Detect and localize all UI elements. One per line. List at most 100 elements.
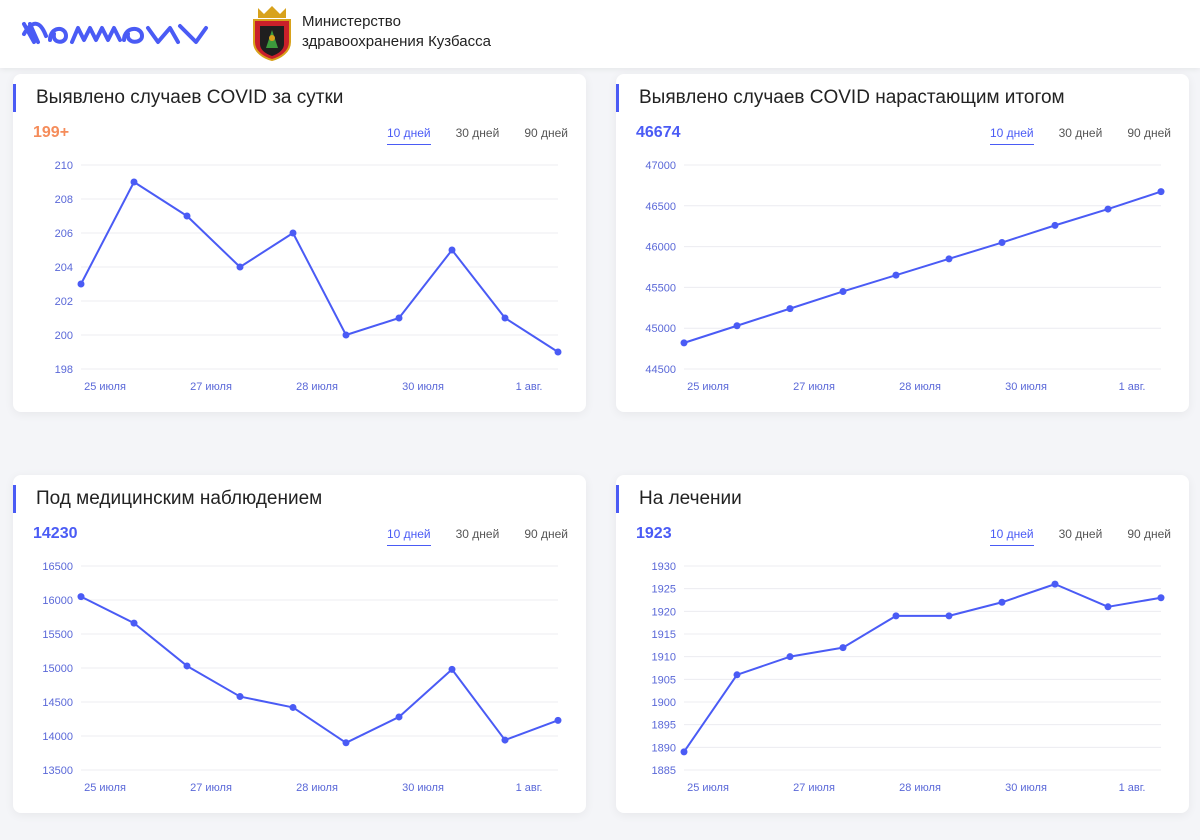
y-tick-label: 1890: [652, 742, 676, 754]
data-point[interactable]: [448, 246, 456, 254]
y-tick-label: 210: [55, 160, 73, 172]
series-line: [80, 595, 559, 744]
y-tick-label: 208: [55, 194, 73, 206]
card-title: Выявлено случаев COVID за сутки: [13, 84, 343, 112]
kuzbass-coat-of-arms-icon: [253, 6, 291, 62]
card-title: На лечении: [616, 485, 742, 513]
ministry-name: Министерство здравоохранения Кузбасса: [302, 12, 491, 52]
data-point[interactable]: [733, 322, 741, 330]
data-point[interactable]: [733, 671, 741, 679]
x-tick-label: 28 июля: [899, 782, 941, 794]
card-title: Под медицинским наблюдением: [13, 485, 322, 513]
ministry-name-line2: здравоохранения Кузбасса: [302, 33, 491, 50]
tab-30-days[interactable]: 30 дней: [1058, 527, 1103, 541]
data-point[interactable]: [342, 331, 350, 339]
data-point[interactable]: [342, 739, 350, 747]
tab-10-days[interactable]: 10 дней: [989, 527, 1034, 546]
data-point[interactable]: [1157, 594, 1165, 602]
data-point[interactable]: [77, 593, 85, 601]
data-point[interactable]: [892, 612, 900, 620]
data-point[interactable]: [998, 239, 1006, 247]
card-value: 199+: [33, 124, 70, 141]
x-tick-label: 1 авг.: [1119, 381, 1146, 393]
data-point[interactable]: [945, 612, 953, 620]
tab-90-days[interactable]: 90 дней: [524, 527, 568, 541]
x-tick-label: 28 июля: [899, 381, 941, 393]
data-point[interactable]: [554, 348, 562, 356]
data-point[interactable]: [892, 271, 900, 279]
x-tick-label: 28 июля: [296, 381, 338, 393]
data-point[interactable]: [680, 748, 688, 756]
series-line: [683, 190, 1162, 344]
tab-10-days[interactable]: 10 дней: [386, 126, 431, 145]
data-point[interactable]: [786, 653, 794, 661]
data-point[interactable]: [1157, 188, 1165, 196]
data-point[interactable]: [998, 598, 1006, 606]
y-tick-label: 15000: [42, 663, 73, 675]
data-point[interactable]: [839, 287, 847, 295]
period-tabs: 10 дней 30 дней 90 дней: [362, 126, 568, 145]
tab-90-days[interactable]: 90 дней: [524, 126, 568, 140]
y-tick-label: 206: [55, 228, 73, 240]
x-tick-label: 27 июля: [190, 381, 232, 393]
data-point[interactable]: [395, 314, 403, 322]
data-point[interactable]: [839, 644, 847, 652]
data-point[interactable]: [1051, 580, 1059, 588]
data-point[interactable]: [448, 665, 456, 673]
data-point[interactable]: [786, 305, 794, 313]
x-tick-label: 25 июля: [84, 782, 126, 794]
data-point[interactable]: [501, 314, 509, 322]
data-point[interactable]: [395, 713, 403, 721]
tab-10-days[interactable]: 10 дней: [386, 527, 431, 546]
tab-10-days[interactable]: 10 дней: [989, 126, 1034, 145]
y-tick-label: 14500: [42, 697, 73, 709]
y-tick-label: 1915: [652, 629, 676, 641]
tab-30-days[interactable]: 30 дней: [1058, 126, 1103, 140]
card-cumulative-cases: Выявлено случаев COVID нарастающим итого…: [616, 74, 1189, 412]
y-tick-label: 16000: [42, 595, 73, 607]
y-tick-label: 1910: [652, 652, 676, 664]
y-tick-label: 198: [55, 364, 73, 376]
x-tick-label: 1 авг.: [516, 782, 543, 794]
x-tick-label: 27 июля: [793, 782, 835, 794]
tab-30-days[interactable]: 30 дней: [455, 126, 500, 140]
ministry-name-line1: Министерство: [302, 13, 401, 30]
data-point[interactable]: [1104, 603, 1112, 611]
kompot-logo[interactable]: [20, 14, 212, 54]
period-tabs: 10 дней 30 дней 90 дней: [965, 527, 1171, 546]
tab-90-days[interactable]: 90 дней: [1127, 527, 1171, 541]
y-tick-label: 1895: [652, 720, 676, 732]
x-tick-label: 28 июля: [296, 782, 338, 794]
y-tick-label: 47000: [645, 160, 676, 172]
data-point[interactable]: [183, 212, 191, 220]
x-tick-label: 1 авг.: [516, 381, 543, 393]
data-point[interactable]: [236, 693, 244, 701]
data-point[interactable]: [236, 263, 244, 271]
y-tick-label: 1900: [652, 697, 676, 709]
data-point[interactable]: [554, 716, 562, 724]
x-tick-label: 30 июля: [1005, 381, 1047, 393]
data-point[interactable]: [130, 178, 138, 186]
data-point[interactable]: [1051, 221, 1059, 229]
y-tick-label: 46000: [645, 242, 676, 254]
data-point[interactable]: [945, 255, 953, 263]
y-tick-label: 13500: [42, 765, 73, 777]
y-tick-label: 45500: [645, 282, 676, 294]
series-line: [683, 583, 1162, 753]
tab-90-days[interactable]: 90 дней: [1127, 126, 1171, 140]
data-point[interactable]: [130, 619, 138, 627]
data-point[interactable]: [289, 229, 297, 237]
data-point[interactable]: [1104, 205, 1112, 213]
data-point[interactable]: [501, 736, 509, 744]
y-tick-label: 204: [55, 262, 73, 274]
y-tick-label: 1885: [652, 765, 676, 777]
card-value: 14230: [33, 525, 78, 542]
tab-30-days[interactable]: 30 дней: [455, 527, 500, 541]
data-point[interactable]: [289, 703, 297, 711]
x-tick-label: 30 июля: [402, 782, 444, 794]
data-point[interactable]: [183, 662, 191, 670]
y-tick-label: 200: [55, 330, 73, 342]
data-point[interactable]: [77, 280, 85, 288]
card-title: Выявлено случаев COVID нарастающим итого…: [616, 84, 1065, 112]
data-point[interactable]: [680, 339, 688, 347]
